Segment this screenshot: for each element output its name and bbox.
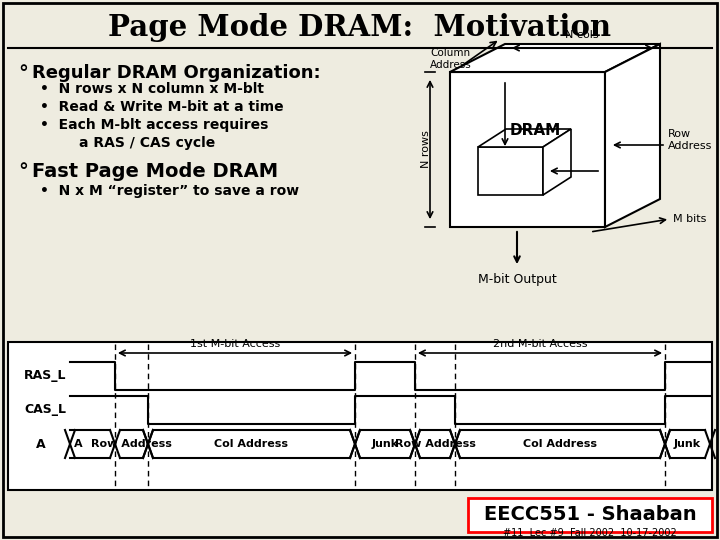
Polygon shape xyxy=(478,129,571,147)
Polygon shape xyxy=(478,147,543,195)
Text: Col Address: Col Address xyxy=(215,439,289,449)
Text: EECC551 - Shaaban: EECC551 - Shaaban xyxy=(484,505,696,524)
Polygon shape xyxy=(450,72,605,227)
Text: Page Mode DRAM:  Motivation: Page Mode DRAM: Motivation xyxy=(109,14,611,43)
Text: Row Address: Row Address xyxy=(91,439,172,449)
Text: M-bit Output: M-bit Output xyxy=(477,273,557,286)
Text: Junk: Junk xyxy=(674,439,701,449)
Polygon shape xyxy=(605,44,660,227)
Text: Row Address: Row Address xyxy=(395,439,475,449)
Text: 2nd M-bit Access: 2nd M-bit Access xyxy=(492,339,588,349)
Text: °: ° xyxy=(18,64,28,83)
Text: °: ° xyxy=(18,162,28,181)
Text: Regular DRAM Organization:: Regular DRAM Organization: xyxy=(32,64,320,82)
Text: N rows: N rows xyxy=(421,130,431,168)
Text: #11  Lec #9  Fall 2002  10-17-2002: #11 Lec #9 Fall 2002 10-17-2002 xyxy=(503,528,677,538)
Text: Fast Page Mode DRAM: Fast Page Mode DRAM xyxy=(32,162,278,181)
Polygon shape xyxy=(450,44,660,72)
Text: •  N rows x N column x M-blt: • N rows x N column x M-blt xyxy=(40,82,264,96)
Bar xyxy=(8,342,712,490)
Text: •  Each M-blt access requires: • Each M-blt access requires xyxy=(40,118,269,132)
Text: Column
Address: Column Address xyxy=(430,49,472,70)
Text: A: A xyxy=(74,439,83,449)
Text: N cols: N cols xyxy=(565,30,599,40)
Text: CAS_L: CAS_L xyxy=(24,403,66,416)
Text: RAS_L: RAS_L xyxy=(24,369,66,382)
Text: •  Read & Write M-bit at a time: • Read & Write M-bit at a time xyxy=(40,100,284,114)
Text: A: A xyxy=(37,437,46,450)
Text: Row
Address: Row Address xyxy=(668,129,712,151)
Bar xyxy=(468,498,712,532)
Polygon shape xyxy=(543,129,571,195)
Text: M bits: M bits xyxy=(673,214,706,224)
Text: a RAS / CAS cycle: a RAS / CAS cycle xyxy=(40,136,215,150)
Text: DRAM: DRAM xyxy=(510,124,561,138)
Text: Junk: Junk xyxy=(372,439,399,449)
Text: •  N x M “register” to save a row: • N x M “register” to save a row xyxy=(40,184,299,198)
Text: 1st M-bit Access: 1st M-bit Access xyxy=(190,339,280,349)
Text: Col Address: Col Address xyxy=(523,439,597,449)
